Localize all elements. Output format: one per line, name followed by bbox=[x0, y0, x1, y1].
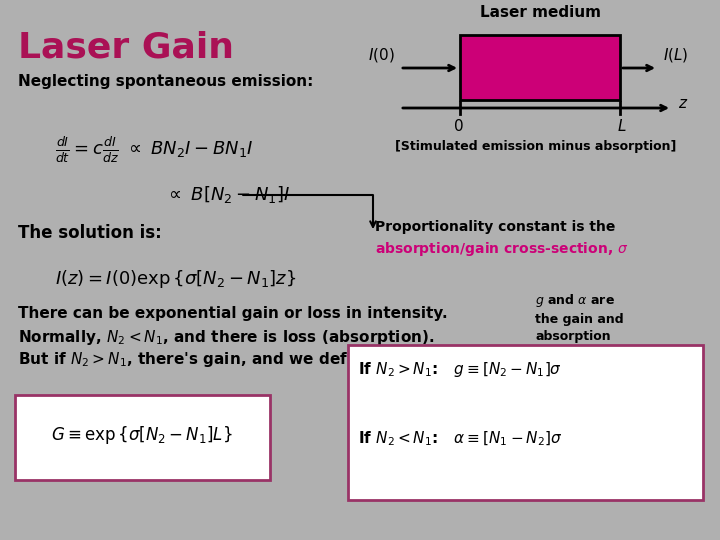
Text: The solution is:: The solution is: bbox=[18, 224, 162, 242]
Text: $0$: $0$ bbox=[453, 118, 463, 134]
Text: [Stimulated emission minus absorption]: [Stimulated emission minus absorption] bbox=[395, 140, 676, 153]
Bar bbox=[460, 35, 620, 100]
Text: Laser Gain: Laser Gain bbox=[18, 30, 234, 64]
Text: $g$ and $\alpha$ are
the gain and
absorption
coefficients.: $g$ and $\alpha$ are the gain and absorp… bbox=[535, 292, 624, 360]
Bar bbox=[348, 345, 703, 500]
Text: Neglecting spontaneous emission:: Neglecting spontaneous emission: bbox=[18, 74, 313, 89]
Text: If $N_2 < N_1$:   $\alpha \equiv \left[N_1 - N_2\right]\sigma$: If $N_2 < N_1$: $\alpha \equiv \left[N_1… bbox=[358, 430, 562, 448]
Text: But if $N_2 > N_1$, there's gain, and we define the gain, $G$:: But if $N_2 > N_1$, there's gain, and we… bbox=[18, 350, 478, 369]
Text: absorption/gain cross-section, $\sigma$: absorption/gain cross-section, $\sigma$ bbox=[375, 240, 629, 258]
Text: $\propto\ B\left[N_2 - N_1\right]I$: $\propto\ B\left[N_2 - N_1\right]I$ bbox=[165, 184, 290, 205]
Text: $I(z) = I(0)\exp\left\{\sigma\left[N_2 - N_1\right]z\right\}$: $I(z) = I(0)\exp\left\{\sigma\left[N_2 -… bbox=[55, 268, 297, 290]
Text: $\frac{dI}{dt} = c\frac{dI}{dz}\ \propto\ BN_2I - BN_1I$: $\frac{dI}{dt} = c\frac{dI}{dz}\ \propto… bbox=[55, 135, 253, 165]
Text: $L$: $L$ bbox=[617, 118, 627, 134]
Text: $I(0)$: $I(0)$ bbox=[368, 46, 395, 64]
Text: Laser medium: Laser medium bbox=[480, 5, 600, 20]
Text: $z$: $z$ bbox=[678, 97, 688, 111]
Bar bbox=[15, 395, 270, 480]
Text: Normally, $N_2 < N_1$, and there is loss (absorption).: Normally, $N_2 < N_1$, and there is loss… bbox=[18, 328, 434, 347]
Text: $I(L)$: $I(L)$ bbox=[663, 46, 688, 64]
Text: There can be exponential gain or loss in intensity.: There can be exponential gain or loss in… bbox=[18, 306, 448, 321]
Text: Proportionality constant is the: Proportionality constant is the bbox=[375, 220, 616, 234]
Text: If $N_2 > N_1$:   $g \equiv \left[N_2 - N_1\right]\sigma$: If $N_2 > N_1$: $g \equiv \left[N_2 - N_… bbox=[358, 360, 562, 379]
Text: $G \equiv \exp\left\{\sigma\left[N_2 - N_1\right]L\right\}$: $G \equiv \exp\left\{\sigma\left[N_2 - N… bbox=[51, 424, 233, 446]
